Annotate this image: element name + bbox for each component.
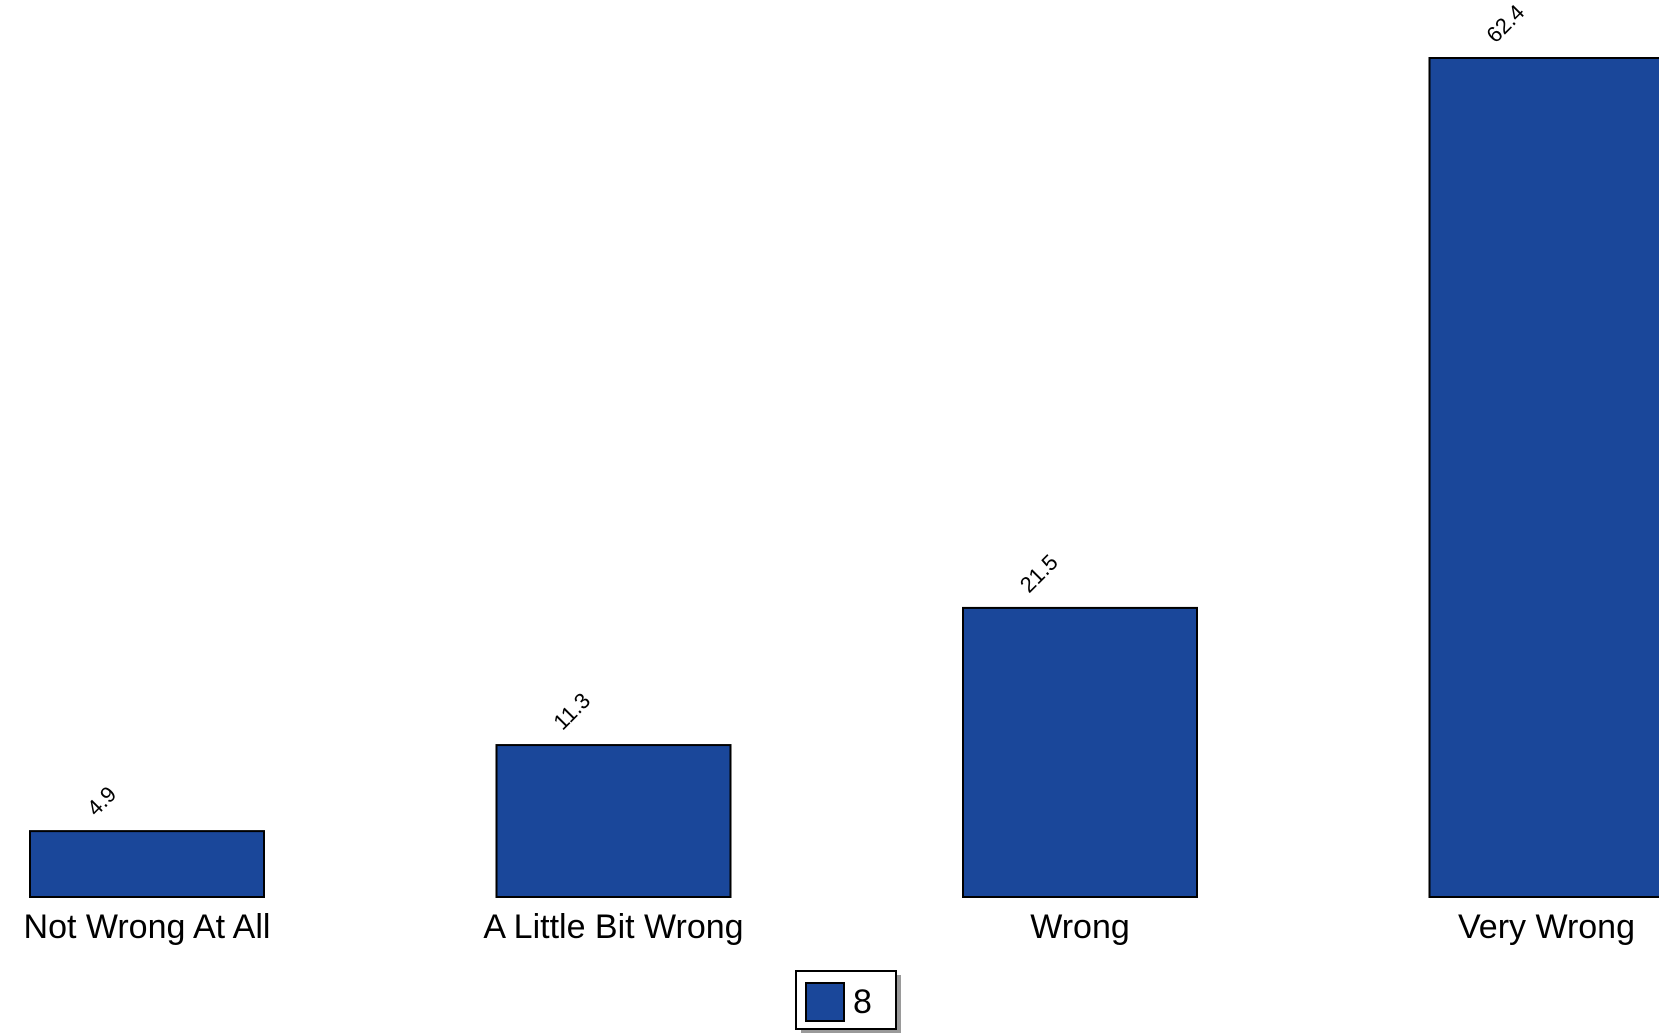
data-label: 4.9 (82, 781, 121, 820)
category-label: Very Wrong (1458, 908, 1635, 946)
legend-swatch (805, 982, 845, 1022)
data-label: 21.5 (1015, 549, 1063, 597)
legend-label: 8 (853, 983, 872, 1021)
bar-wrong (962, 606, 1198, 898)
category-label: Wrong (1030, 908, 1130, 946)
bar-very-wrong (1428, 57, 1659, 898)
category-label: Not Wrong At All (24, 908, 271, 946)
data-labels-group: 4.9 11.3 21.5 62.4 (82, 0, 1529, 821)
category-labels-group: Not Wrong At All A Little Bit Wrong Wrong V… (24, 908, 1635, 946)
data-label: 11.3 (548, 688, 595, 735)
bars-group (29, 57, 1659, 899)
data-label: 62.4 (1481, 0, 1529, 48)
legend: 8 (795, 970, 901, 1033)
bar-not-wrong-at-all (29, 830, 265, 899)
bar-a-little-bit-wrong (495, 744, 732, 899)
category-label: A Little Bit Wrong (483, 908, 743, 946)
